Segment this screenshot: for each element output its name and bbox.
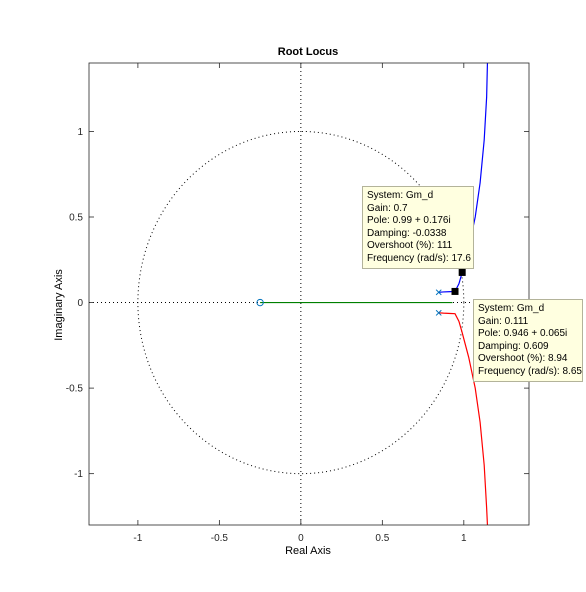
pole-marker-1 xyxy=(435,289,442,296)
y-tick-label: 0.5 xyxy=(69,213,83,224)
datatip-line: Pole: 0.946 + 0.065i xyxy=(478,328,568,339)
chart-title: Root Locus xyxy=(278,46,339,58)
plot-area xyxy=(89,63,529,525)
datatip-marker-1[interactable] xyxy=(458,268,466,276)
datatip-line: Damping: -0.0338 xyxy=(367,227,447,239)
x-tick-label: -1 xyxy=(133,533,142,544)
datatip-line: Overshoot (%): 8.94 xyxy=(478,353,568,364)
datatip-line: Frequency (rad/s): 17.6 xyxy=(367,252,471,264)
y-tick-label: -0.5 xyxy=(66,384,84,395)
datatip-line: Pole: 0.99 + 0.176i xyxy=(367,215,451,226)
x-axis-label: Real Axis xyxy=(285,545,331,557)
pole-marker-2 xyxy=(435,309,442,316)
x-tick-label: 0.5 xyxy=(375,533,389,544)
datatip-line: Gain: 0.7 xyxy=(367,202,408,214)
zero-marker-1 xyxy=(256,298,264,307)
unit-circle xyxy=(137,130,465,475)
datatip-marker-2[interactable] xyxy=(451,287,459,295)
datatip-line: System: Gm_d xyxy=(367,190,434,201)
datatip-upper[interactable]: System: Gm_d Gain: 0.7 Pole: 0.99 + 0.176i… xyxy=(362,186,474,269)
datatip-line: Damping: 0.609 xyxy=(478,340,549,352)
datatip-line: Overshoot (%): 111 xyxy=(367,240,453,251)
y-tick-label: 0 xyxy=(77,298,83,309)
datatip-line: Frequency (rad/s): 8.65 xyxy=(478,365,582,377)
axes-frame xyxy=(88,62,530,526)
y-tick-label: 1 xyxy=(77,127,83,138)
y-axis-label: Imaginary Axis xyxy=(53,269,65,341)
datatip-line: System: Gm_d xyxy=(478,303,545,314)
datatip-line: Gain: 0.111 xyxy=(478,315,529,327)
x-tick-label: 0 xyxy=(298,533,304,544)
y-tick-label: -1 xyxy=(74,469,83,480)
x-tick-label: -0.5 xyxy=(211,533,229,544)
x-tick-label: 1 xyxy=(461,533,467,544)
datatip-lower[interactable]: System: Gm_d Gain: 0.111 Pole: 0.946 + 0.0… xyxy=(473,299,583,382)
locus-branch-2 xyxy=(438,312,489,525)
